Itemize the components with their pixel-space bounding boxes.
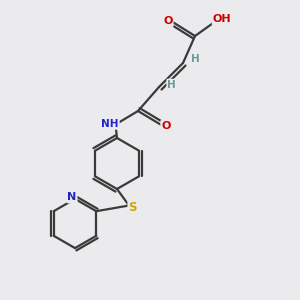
- Text: NH: NH: [101, 119, 119, 129]
- Text: H: H: [191, 54, 200, 64]
- Text: S: S: [128, 201, 137, 214]
- Text: H: H: [167, 80, 176, 90]
- Text: OH: OH: [213, 14, 231, 25]
- Text: N: N: [68, 192, 76, 203]
- Text: O: O: [163, 16, 173, 26]
- Text: O: O: [161, 121, 171, 131]
